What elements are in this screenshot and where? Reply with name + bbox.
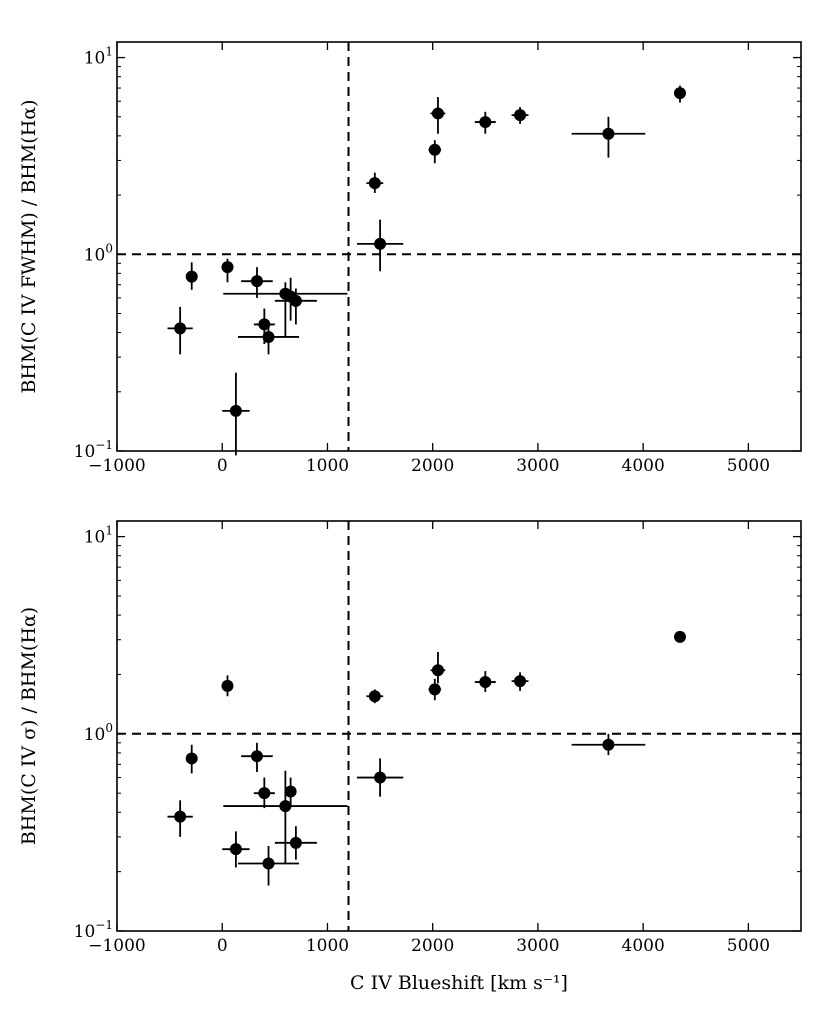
data-marker	[673, 630, 686, 643]
data-marker	[673, 87, 686, 100]
data-point	[238, 845, 300, 886]
data-point	[430, 651, 446, 684]
x-tick-label: 5000	[727, 936, 770, 956]
y-tick-label: 10−1	[74, 438, 113, 462]
data-point	[221, 258, 234, 283]
data-point	[223, 770, 348, 864]
data-marker	[514, 109, 527, 122]
data-point	[474, 111, 496, 134]
y-axis-label: BHM(C IV σ) / BHM(Hα)	[18, 607, 40, 845]
x-tick-label: 4000	[622, 456, 665, 476]
x-tick-label: 4000	[622, 936, 665, 956]
x-axis-label: C IV Blueshift [km s⁻¹]	[350, 972, 568, 994]
data-marker	[289, 836, 302, 849]
data-point	[274, 288, 317, 325]
data-point	[474, 671, 496, 692]
data-marker	[374, 237, 387, 250]
bottom-panel: −1000 0 1000 2000 3000 4000 5000 10−1 100 101 BHM(…	[18, 520, 802, 994]
data-marker	[431, 107, 444, 120]
data-marker	[258, 318, 271, 331]
y-tick-label: 100	[84, 721, 113, 745]
data-point	[428, 678, 442, 701]
data-marker	[479, 116, 492, 129]
data-marker	[221, 679, 234, 692]
data-point	[284, 777, 297, 807]
data-point	[222, 372, 250, 456]
data-marker	[284, 785, 297, 798]
x-tick-label: 2000	[411, 456, 454, 476]
axes-frame	[116, 520, 802, 932]
data-marker	[602, 127, 615, 140]
data-marker	[428, 143, 441, 156]
data-marker	[221, 261, 234, 274]
x-tick-label: 3000	[516, 936, 559, 956]
data-point	[223, 282, 348, 337]
data-marker	[174, 322, 187, 335]
data-point	[253, 777, 275, 809]
data-point	[274, 826, 317, 860]
x-tick-label: 0	[217, 456, 228, 476]
x-tick-label: 5000	[727, 456, 770, 476]
data-marker	[431, 664, 444, 677]
data-point	[356, 219, 404, 272]
data-marker	[602, 738, 615, 751]
data-marker	[514, 675, 527, 688]
data-point	[185, 262, 198, 290]
data-point	[222, 831, 250, 868]
data-point	[571, 733, 646, 756]
data-point	[673, 630, 686, 643]
data-marker	[374, 771, 387, 784]
data-point	[511, 672, 529, 691]
data-marker	[174, 810, 187, 823]
x-tick-label: −1000	[88, 456, 146, 476]
data-point	[167, 800, 193, 837]
data-point	[167, 306, 193, 355]
y-axis-label: BHM(C IV FWHM) / BHM(Hα)	[18, 99, 40, 393]
y-tick-label: 100	[84, 241, 113, 265]
data-marker	[368, 177, 381, 190]
data-point	[511, 107, 529, 124]
data-marker	[479, 676, 492, 689]
top-panel: −1000 0 1000 2000 3000 4000 5000 10−1 100 101 BHM(…	[18, 41, 802, 476]
data-point	[366, 689, 384, 704]
data-marker	[250, 750, 263, 763]
data-marker	[229, 404, 242, 417]
y-tick-label: 101	[84, 45, 113, 69]
data-point	[241, 742, 273, 773]
data-marker	[262, 857, 275, 870]
x-tick-label: 2000	[411, 936, 454, 956]
data-marker	[368, 690, 381, 703]
data-marker	[289, 294, 302, 307]
data-marker	[229, 843, 242, 856]
data-marker	[428, 683, 441, 696]
x-tick-label: 1000	[306, 456, 349, 476]
data-point	[356, 758, 404, 797]
data-marker	[279, 800, 292, 813]
data-point	[241, 267, 273, 298]
data-point	[428, 140, 442, 164]
data-marker	[250, 275, 263, 288]
y-tick-label: 10−1	[74, 918, 113, 942]
data-marker	[262, 330, 275, 343]
data-marker	[185, 270, 198, 283]
y-tick-label: 101	[84, 524, 113, 548]
data-marker	[185, 752, 198, 765]
x-tick-label: 3000	[516, 456, 559, 476]
x-tick-label: 1000	[306, 936, 349, 956]
x-tick-label: 0	[217, 936, 228, 956]
x-tick-label: −1000	[88, 936, 146, 956]
data-marker	[258, 787, 271, 800]
data-point	[185, 744, 198, 774]
data-point	[571, 116, 646, 158]
data-point	[673, 85, 686, 103]
axes-frame	[116, 41, 802, 452]
data-point	[238, 324, 300, 355]
data-point	[430, 97, 446, 134]
data-point	[366, 172, 384, 193]
data-point	[221, 675, 234, 697]
